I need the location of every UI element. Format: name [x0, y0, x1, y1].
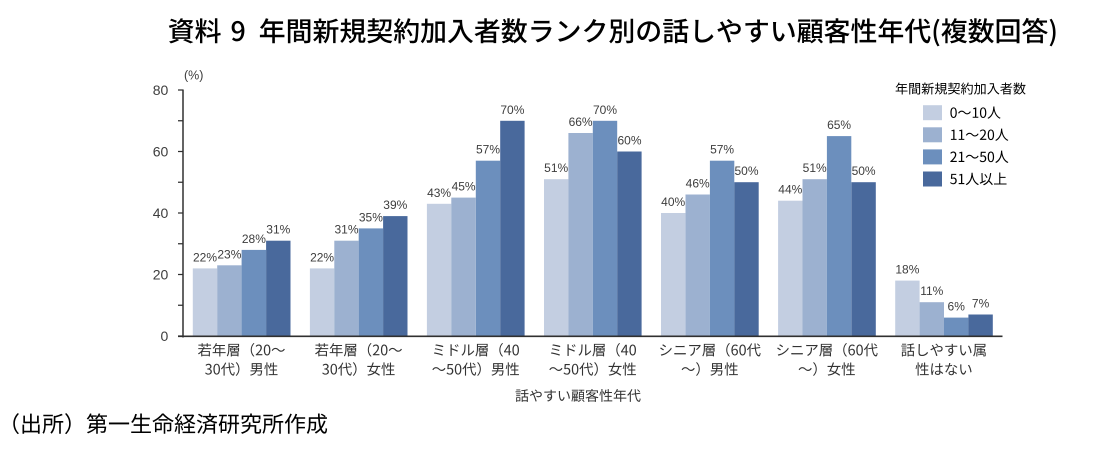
svg-text:31%: 31% [266, 223, 290, 237]
svg-text:57%: 57% [476, 143, 500, 157]
svg-text:40: 40 [153, 205, 169, 221]
svg-text:66%: 66% [569, 115, 593, 129]
svg-text:0: 0 [161, 328, 169, 344]
svg-text:6%: 6% [948, 300, 966, 314]
svg-text:80: 80 [153, 82, 169, 98]
svg-text:70%: 70% [593, 103, 617, 117]
svg-text:7%: 7% [972, 297, 990, 311]
svg-text:51%: 51% [544, 161, 568, 175]
svg-text:60%: 60% [617, 134, 641, 148]
svg-text:23%: 23% [217, 247, 241, 261]
svg-text:44%: 44% [778, 183, 802, 197]
svg-text:11%: 11% [920, 284, 943, 298]
svg-text:22%: 22% [193, 250, 217, 264]
svg-text:(%): (%) [184, 69, 203, 83]
svg-text:35%: 35% [359, 210, 383, 224]
svg-text:22%: 22% [310, 250, 334, 264]
svg-text:20: 20 [153, 266, 169, 282]
svg-text:60: 60 [153, 143, 169, 159]
svg-text:70%: 70% [500, 103, 524, 117]
svg-text:43%: 43% [427, 186, 451, 200]
svg-text:28%: 28% [242, 232, 266, 246]
svg-text:65%: 65% [827, 118, 851, 132]
svg-text:45%: 45% [452, 180, 476, 194]
svg-text:39%: 39% [383, 198, 407, 212]
svg-text:51%: 51% [803, 161, 827, 175]
svg-text:31%: 31% [334, 223, 358, 237]
svg-text:18%: 18% [895, 263, 919, 277]
svg-text:40%: 40% [661, 195, 685, 209]
svg-text:57%: 57% [710, 143, 734, 157]
svg-text:50%: 50% [852, 164, 876, 178]
svg-text:46%: 46% [686, 177, 710, 191]
svg-text:50%: 50% [734, 164, 758, 178]
